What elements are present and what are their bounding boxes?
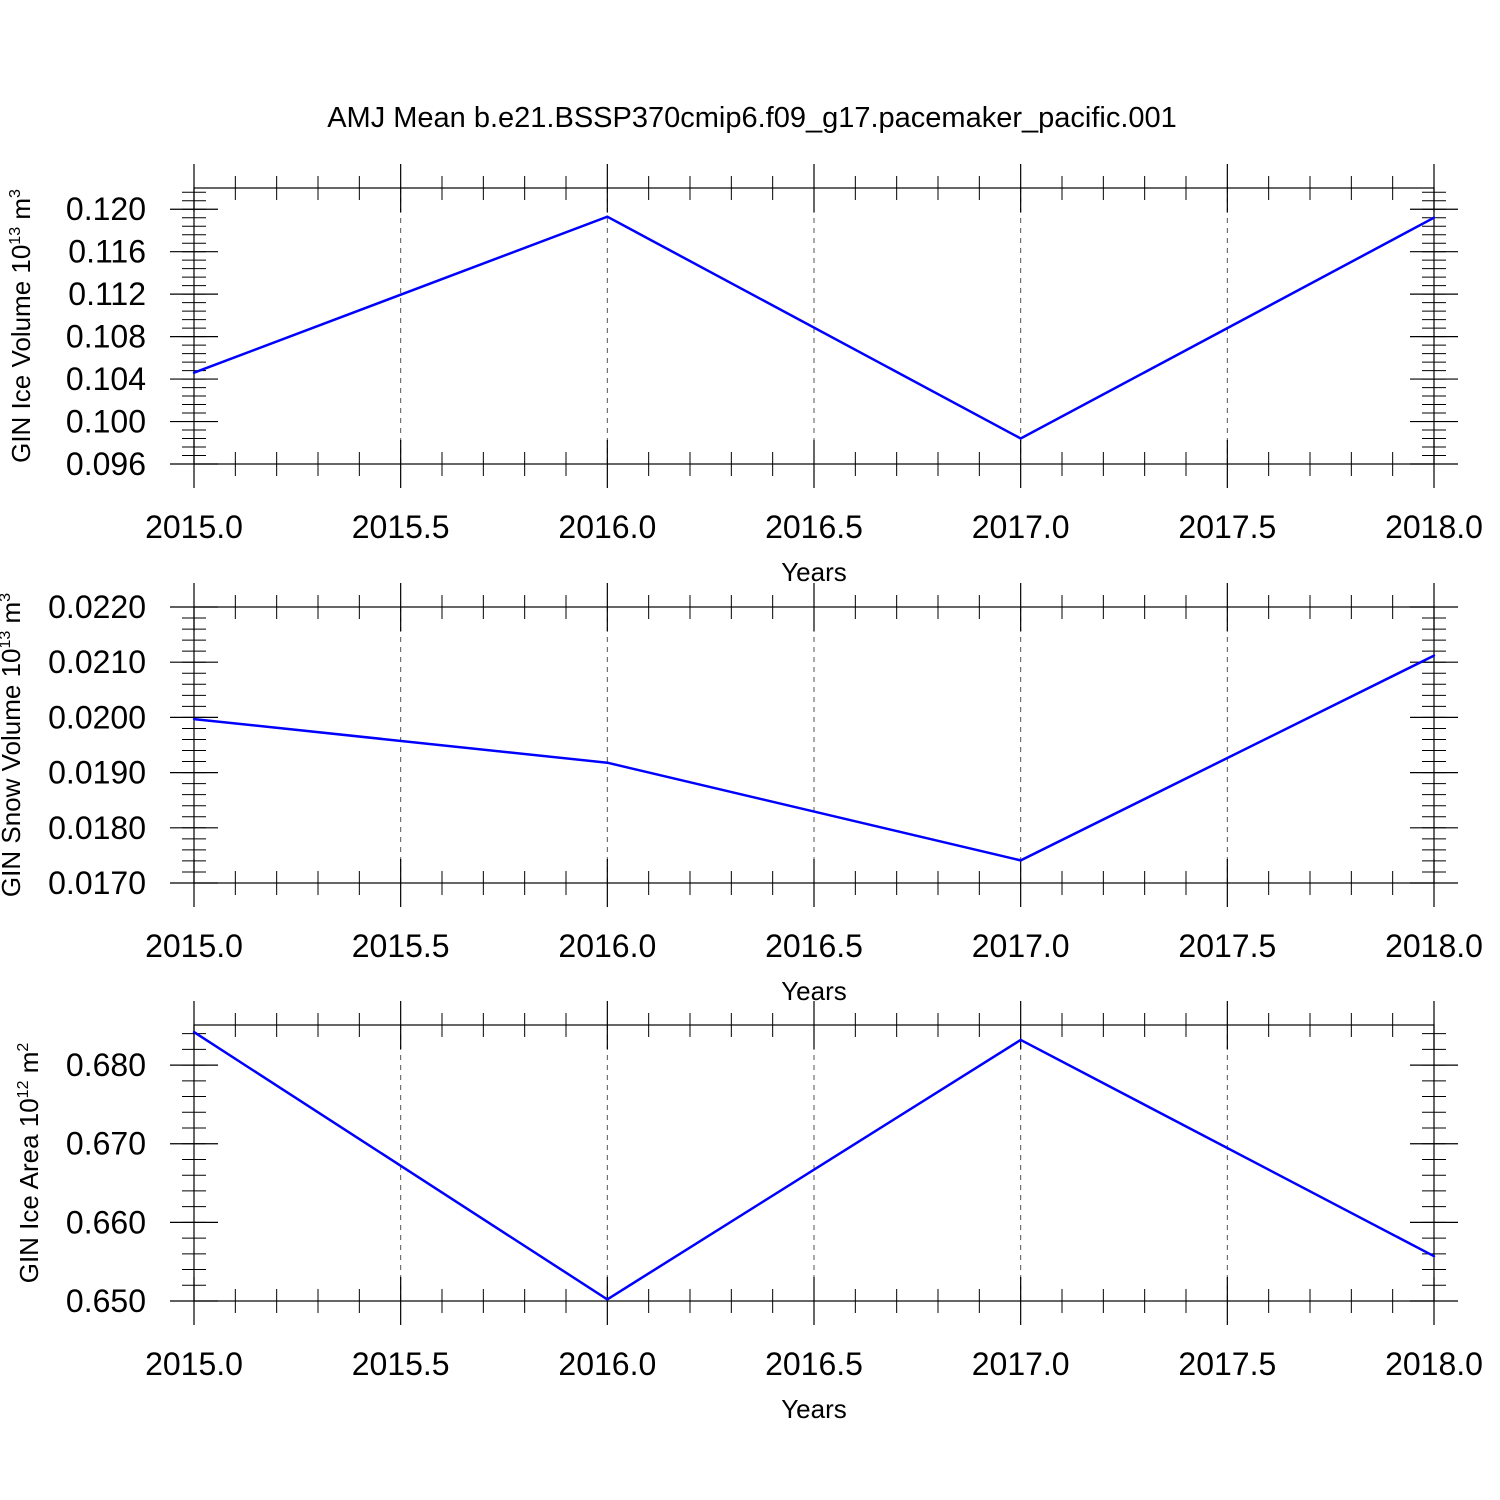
x-tick-label: 2016.0	[558, 928, 656, 964]
x-tick-label: 2016.5	[765, 928, 863, 964]
x-tick-label: 2017.0	[972, 928, 1070, 964]
y-axis-label-part: GIN Ice Area 10	[14, 1098, 44, 1283]
data-point	[1432, 216, 1436, 219]
y-tick-label: 0.120	[66, 191, 146, 227]
data-point	[192, 371, 196, 374]
y-axis-label: GIN Ice Volume 1013 m3	[6, 189, 36, 463]
y-tick-label: 0.650	[66, 1283, 146, 1319]
y-tick-label: 0.0180	[48, 810, 146, 846]
y-tick-label: 0.104	[66, 361, 146, 397]
panel-1: 2015.0 2015.5 2016.0 2016.5 2017.0 2017.5 2018…	[6, 164, 1483, 587]
y-tick-label: 0.0210	[48, 644, 146, 680]
y-tick-label: 0.112	[68, 276, 146, 312]
x-tick-label: 2016.0	[558, 509, 656, 545]
y-axis-label-part: 3	[0, 593, 14, 602]
x-tick-label: 2017.0	[972, 1346, 1070, 1382]
x-tick-label: 2016.5	[765, 1346, 863, 1382]
y-axis-label-part: GIN Snow Volume 10	[0, 649, 26, 898]
x-tick-label: 2017.5	[1178, 509, 1276, 545]
y-axis-label-part: 13	[7, 227, 24, 245]
panel-3: 2015.0 2015.5 2016.0 2016.5 2017.0 2017.5 2018…	[14, 1001, 1483, 1424]
series-line	[193, 654, 1435, 862]
y-tick-label: 0.0190	[48, 755, 146, 791]
x-tick-label: 2017.0	[972, 509, 1070, 545]
y-tick-label: 0.108	[66, 319, 146, 355]
y-tick-label: 0.0170	[48, 865, 146, 901]
x-tick-label: 2018.0	[1385, 928, 1483, 964]
series-line	[193, 1031, 1435, 1301]
y-tick-label: 0.660	[66, 1204, 146, 1240]
data-point	[192, 717, 196, 721]
x-tick-label: 2017.5	[1178, 1346, 1276, 1382]
x-tick-label: 2015.0	[145, 509, 243, 545]
y-tick-label: 0.116	[68, 234, 146, 270]
y-tick-label: 0.680	[66, 1047, 146, 1083]
x-tick-label: 2017.5	[1178, 928, 1276, 964]
y-axis-label-part: m	[14, 1052, 44, 1081]
data-point	[1432, 1254, 1436, 1258]
y-axis-label-part: GIN Ice Volume 10	[6, 245, 36, 463]
data-point	[1019, 437, 1022, 440]
y-tick-label: 0.096	[66, 446, 146, 482]
series-line	[193, 215, 1435, 440]
x-tick-label: 2015.5	[352, 928, 450, 964]
y-axis-label-part: 13	[0, 631, 14, 649]
x-tick-label: 2015.0	[145, 928, 243, 964]
data-point	[606, 761, 609, 764]
y-tick-label: 0.0220	[48, 589, 146, 625]
panel-2: 2015.0 2015.5 2016.0 2016.5 2017.0 2017.5 2018…	[0, 583, 1483, 1006]
x-axis-label: Years	[781, 1394, 847, 1424]
x-tick-label: 2015.0	[145, 1346, 243, 1382]
data-point	[1019, 859, 1022, 862]
y-axis-label-part: m	[0, 602, 26, 631]
y-axis-label-part: 2	[15, 1043, 32, 1052]
data-point	[192, 1030, 196, 1034]
data-point	[606, 1298, 609, 1301]
data-point	[1019, 1038, 1022, 1042]
x-axis-label: Years	[781, 557, 847, 587]
x-tick-label: 2018.0	[1385, 509, 1483, 545]
y-tick-label: 0.100	[66, 404, 146, 440]
x-tick-label: 2015.5	[352, 1346, 450, 1382]
x-tick-label: 2015.5	[352, 509, 450, 545]
x-tick-label: 2016.0	[558, 1346, 656, 1382]
y-axis-label: GIN Snow Volume 1013 m3	[0, 593, 26, 897]
y-axis-label-part: 3	[7, 189, 24, 198]
y-axis-label-part: 12	[15, 1080, 32, 1098]
chart-title: AMJ Mean b.e21.BSSP370cmip6.f09_g17.pace…	[327, 102, 1177, 134]
data-point	[1432, 654, 1436, 657]
y-tick-label: 0.0200	[48, 699, 146, 735]
y-axis-label: GIN Ice Area 1012 m2	[14, 1043, 44, 1284]
x-tick-label: 2018.0	[1385, 1346, 1483, 1382]
x-tick-label: 2016.5	[765, 509, 863, 545]
data-point	[606, 215, 609, 218]
y-tick-label: 0.670	[66, 1126, 146, 1162]
y-axis-label-part: m	[6, 198, 36, 227]
